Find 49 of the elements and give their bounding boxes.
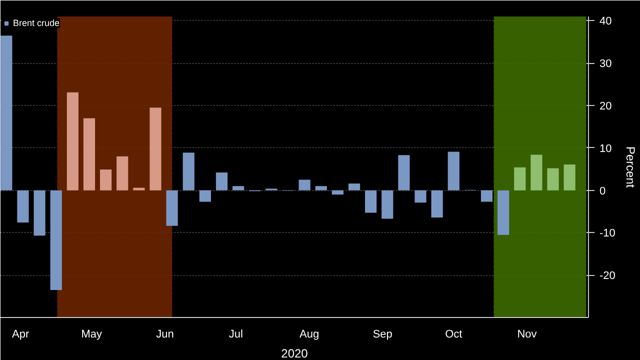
bar (498, 190, 510, 235)
bar (365, 190, 377, 213)
bar (0, 36, 12, 190)
x-tick-label: Sep (372, 328, 392, 340)
bar (100, 170, 112, 190)
bar (133, 188, 145, 190)
bar (182, 152, 194, 190)
x-tick-label: Oct (445, 328, 462, 340)
y-tick-label: 20 (600, 100, 612, 113)
bar (398, 155, 410, 190)
y-tick-label: 30 (600, 58, 612, 70)
bar (448, 152, 460, 190)
x-tick-label: Apr (12, 328, 30, 340)
bar (414, 190, 426, 203)
bar (348, 184, 360, 190)
x-axis-title: 2020 (281, 346, 308, 360)
bar (83, 118, 96, 190)
bar (382, 190, 394, 219)
y-axis-title: Percent (623, 146, 638, 188)
bar (564, 164, 576, 190)
y-tick-label: 0 (600, 185, 606, 198)
x-tick-label: Aug (300, 328, 320, 340)
bar (547, 168, 559, 190)
bar (232, 186, 244, 190)
bar (150, 108, 162, 190)
bar (530, 154, 542, 190)
y-tick-label: -20 (600, 270, 616, 282)
bar (431, 190, 443, 218)
x-tick-label: Jun (156, 328, 174, 340)
bar (216, 172, 228, 190)
bar (298, 180, 310, 190)
bar (332, 190, 344, 195)
bar (50, 190, 62, 290)
y-tick-label: -10 (600, 228, 616, 240)
x-tick-label: Nov (517, 328, 538, 340)
bar (199, 190, 211, 202)
legend-label: Brent crude (13, 18, 60, 28)
y-tick-label: 40 (600, 16, 612, 28)
x-tick-label: Jul (228, 328, 243, 340)
bar (514, 167, 526, 190)
y-tick-label: 10 (600, 142, 612, 155)
bar (66, 92, 78, 190)
x-tick-label: May (81, 328, 102, 340)
bar (166, 190, 178, 226)
bar (17, 190, 29, 223)
bar (116, 156, 128, 190)
bar (480, 190, 493, 202)
bar (315, 186, 327, 190)
bar (34, 190, 46, 236)
